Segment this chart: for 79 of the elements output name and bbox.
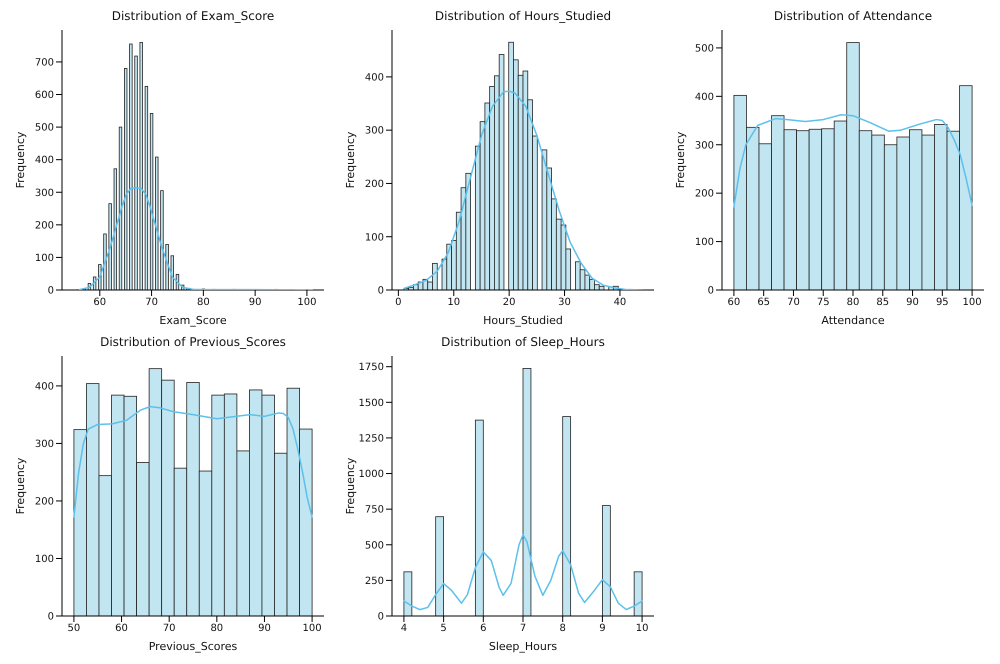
y-tick-label: 500: [34, 122, 54, 134]
x-axis-title: Hours_Studied: [483, 314, 563, 327]
x-tick-label: 80: [210, 623, 224, 634]
x-tick-label: 60: [728, 297, 740, 308]
y-tick-label: 100: [364, 232, 384, 244]
y-axis-title: Frequency: [14, 131, 27, 188]
y-tick-label: 0: [708, 286, 714, 297]
x-tick-label: 4: [400, 623, 408, 634]
x-tick-label: 5: [440, 623, 447, 634]
x-tick-label: 7: [520, 623, 526, 634]
y-tick-label: 700: [34, 57, 54, 68]
x-tick-label: 60: [115, 623, 128, 634]
x-tick-label: 100: [297, 297, 316, 308]
chart-title: Distribution of Attendance: [772, 8, 934, 24]
y-tick-label: 200: [694, 188, 714, 200]
y-tick-label: 0: [48, 286, 54, 297]
x-tick-label: 70: [787, 297, 800, 308]
x-axis-title: Exam_Score: [159, 314, 227, 327]
y-tick-label: 300: [694, 140, 714, 152]
x-axis-title: Attendance: [821, 314, 885, 327]
chart-title: Distribution of Hours_Studied: [434, 8, 612, 24]
y-tick-label: 100: [34, 252, 54, 264]
x-tick-label: 8: [560, 623, 566, 634]
chart-title: Distribution of Previous_Scores: [99, 334, 287, 350]
x-axis-title: Previous_Scores: [148, 640, 238, 653]
x-tick-label: 90: [906, 297, 919, 308]
x-tick-label: 90: [258, 623, 271, 634]
y-tick-label: 1500: [358, 398, 384, 409]
x-tick-label: 100: [302, 623, 322, 634]
y-axis-title: Frequency: [344, 457, 357, 514]
y-tick-label: 300: [34, 438, 54, 450]
y-tick-label: 300: [34, 188, 54, 199]
y-tick-label: 100: [34, 554, 54, 566]
x-tick-label: 65: [757, 297, 770, 308]
y-tick-label: 400: [694, 92, 714, 103]
y-tick-label: 250: [364, 576, 384, 587]
y-axis-title: Frequency: [674, 131, 687, 188]
x-tick-label: 80: [846, 297, 860, 308]
y-tick-label: 400: [34, 155, 54, 166]
x-tick-label: 10: [447, 297, 460, 308]
y-tick-label: 400: [364, 72, 384, 84]
y-tick-label: 1250: [358, 433, 384, 444]
x-tick-label: 85: [876, 297, 890, 308]
x-tick-label: 90: [248, 297, 262, 308]
x-tick-label: 70: [145, 297, 158, 308]
x-tick-label: 75: [816, 297, 830, 308]
y-tick-label: 0: [378, 286, 384, 297]
x-tick-label: 40: [614, 297, 626, 308]
y-axis-title: Frequency: [344, 131, 357, 188]
chart-title: Distribution of Exam_Score: [110, 8, 276, 24]
y-tick-label: 200: [364, 178, 384, 190]
x-tick-label: 20: [502, 297, 516, 308]
y-tick-label: 400: [34, 381, 54, 392]
x-tick-label: 95: [936, 297, 949, 308]
y-tick-label: 0: [48, 612, 54, 623]
x-tick-label: 70: [162, 623, 176, 634]
y-tick-label: 500: [694, 43, 714, 54]
y-tick-label: 500: [364, 540, 384, 552]
x-tick-label: 10: [636, 623, 648, 634]
y-tick-label: 200: [34, 220, 54, 232]
x-tick-label: 9: [599, 623, 606, 634]
y-tick-label: 0: [378, 612, 384, 623]
x-tick-label: 50: [68, 623, 80, 634]
y-tick-label: 200: [34, 496, 54, 508]
x-tick-label: 80: [196, 297, 210, 308]
y-tick-label: 100: [694, 237, 714, 248]
y-tick-label: 750: [364, 504, 384, 516]
y-tick-label: 1000: [358, 469, 384, 480]
x-tick-label: 30: [558, 297, 571, 308]
chart-title: Distribution of Sleep_Hours: [440, 334, 606, 350]
y-tick-label: 600: [34, 90, 54, 102]
x-tick-label: 6: [480, 623, 486, 634]
x-axis-title: Sleep_Hours: [488, 640, 558, 653]
y-tick-label: 1750: [358, 362, 384, 374]
y-tick-label: 300: [364, 126, 384, 137]
x-tick-label: 60: [93, 297, 106, 308]
x-tick-label: 100: [962, 297, 982, 308]
y-axis-title: Frequency: [14, 457, 27, 514]
x-tick-label: 0: [395, 297, 402, 308]
